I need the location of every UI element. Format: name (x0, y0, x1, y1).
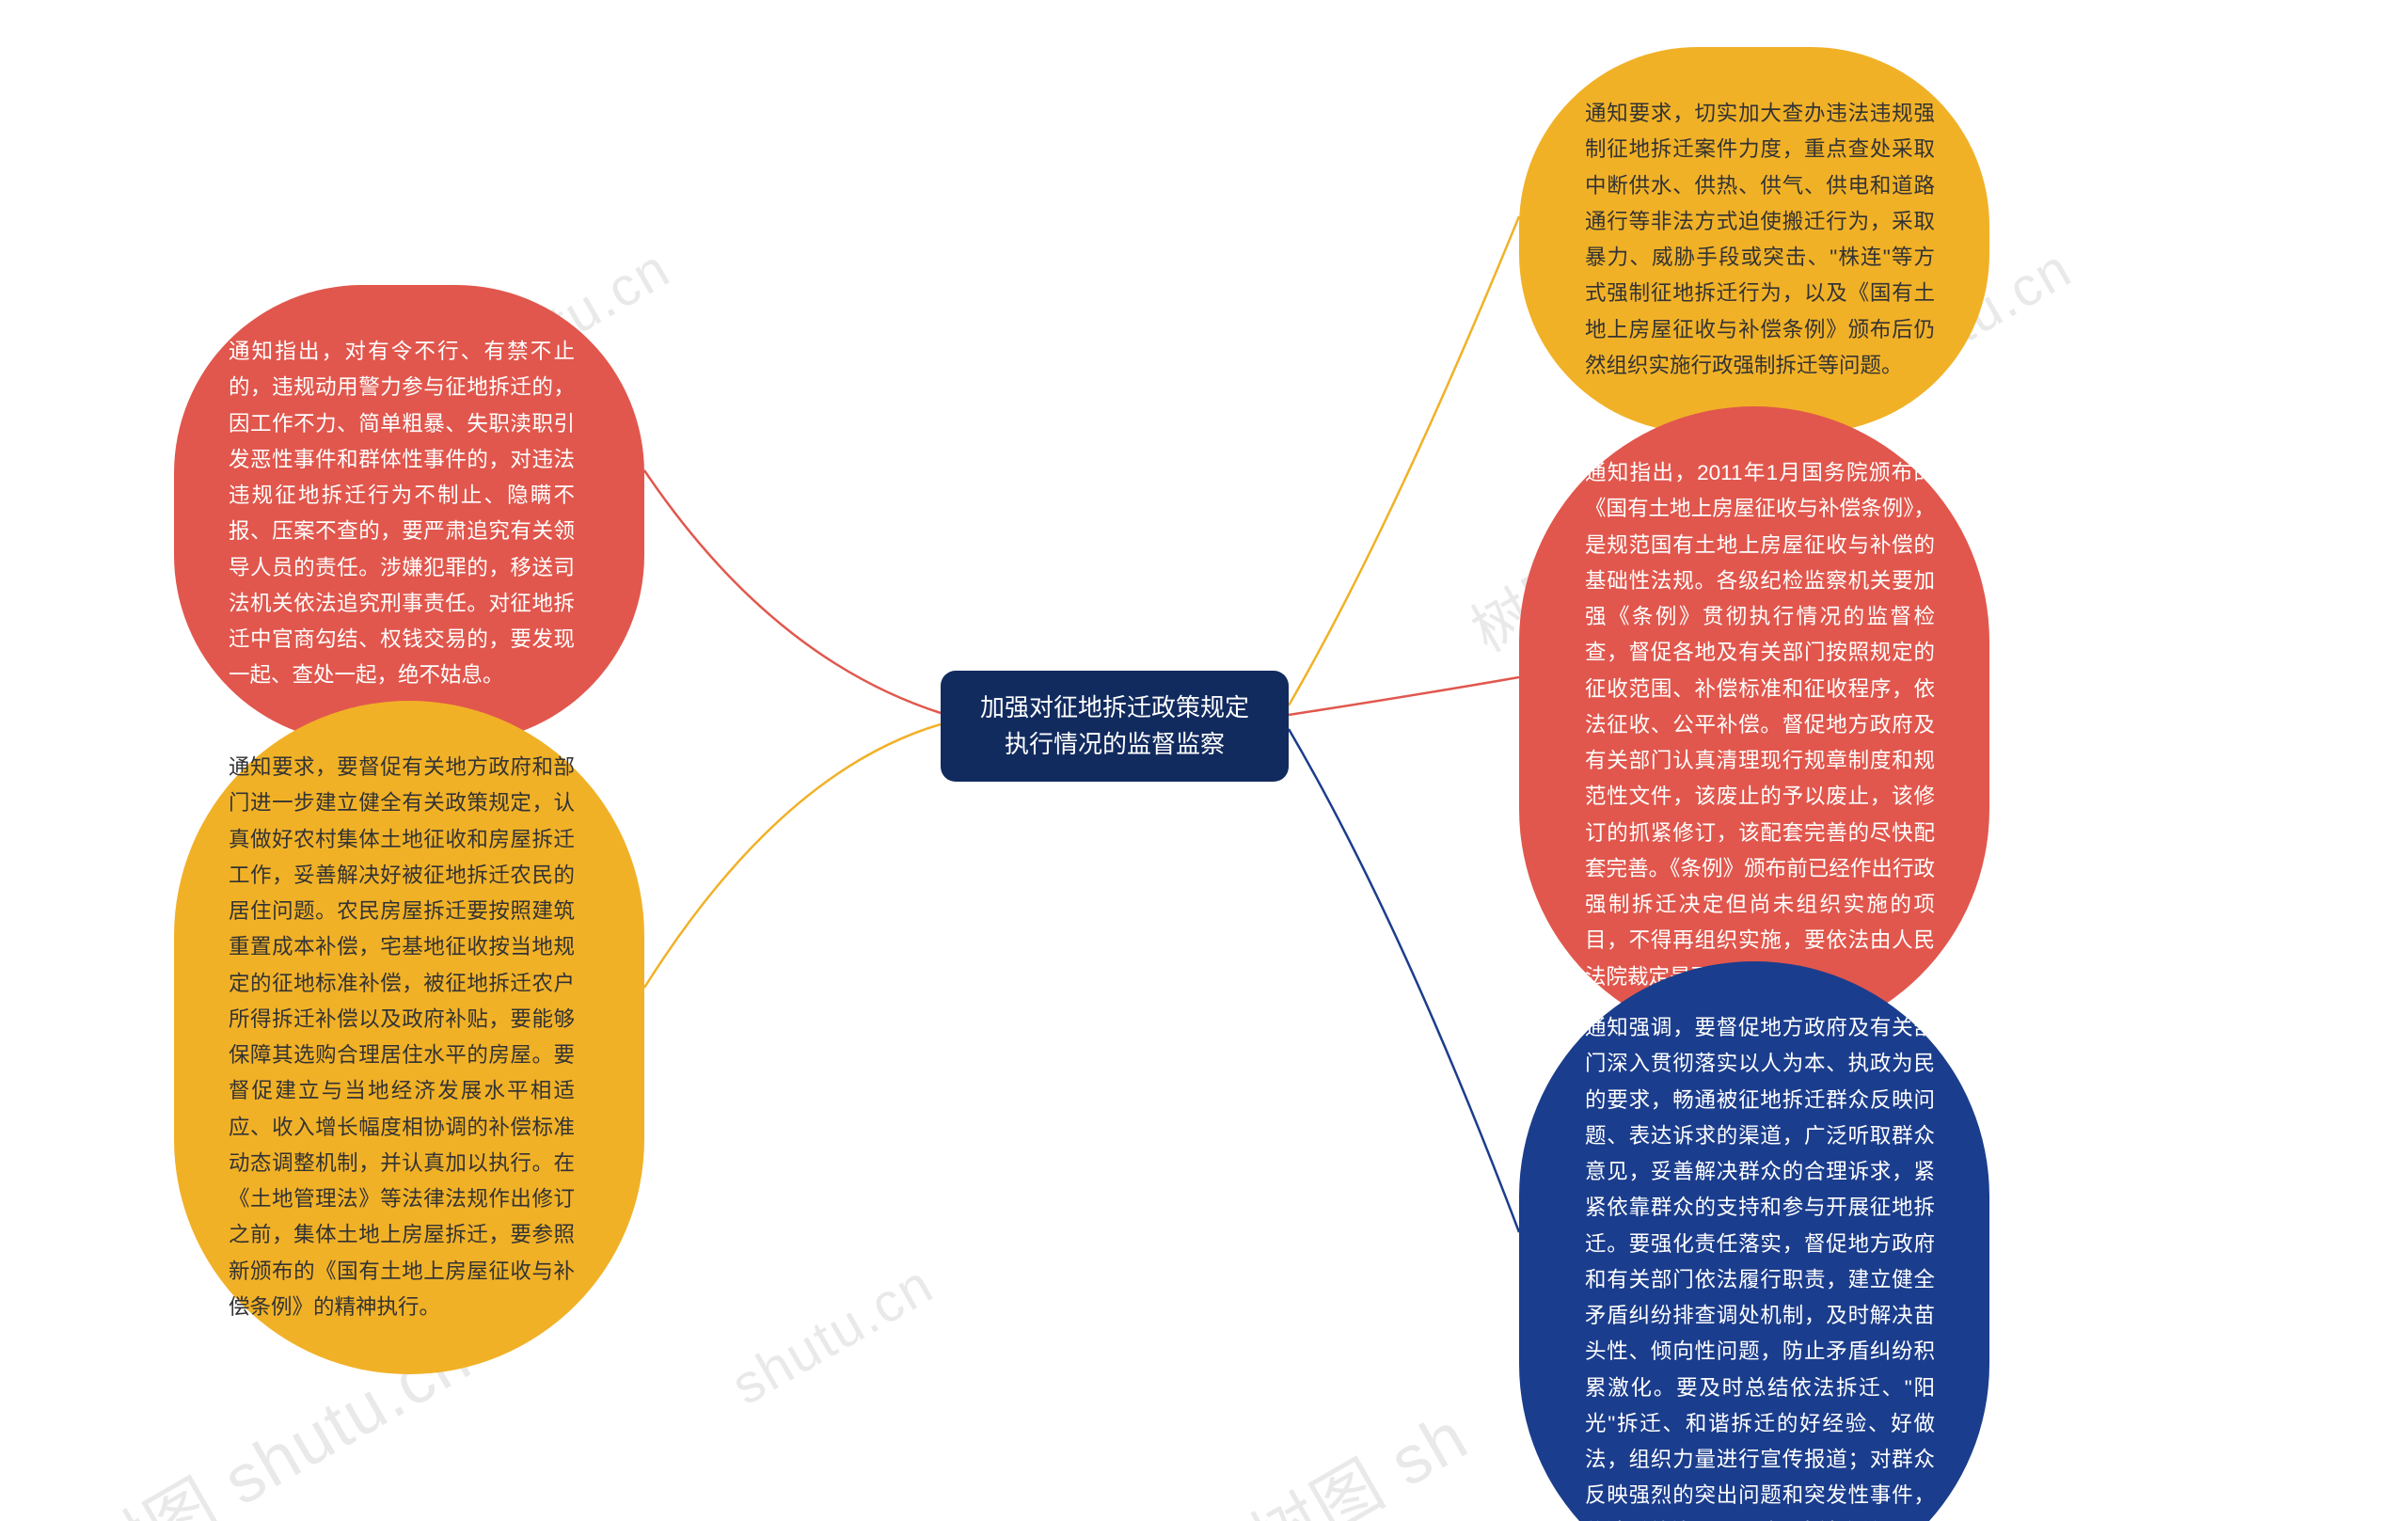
branch-text: 通知要求，切实加大查办违法违规强制征地拆迁案件力度，重点查处采取中断供水、供热、… (1585, 102, 1935, 377)
branch-node-left-bottom[interactable]: 通知要求，要督促有关地方政府和部门进一步建立健全有关政策规定，认真做好农村集体土… (174, 701, 644, 1374)
branch-text: 通知要求，要督促有关地方政府和部门进一步建立健全有关政策规定，认真做好农村集体土… (229, 755, 575, 1319)
connector-left-bottom (644, 724, 941, 988)
connector-right-1 (1289, 216, 1519, 705)
branch-text: 通知强调，要督促地方政府及有关部门深入贯彻落实以人为本、执政为民的要求，畅通被征… (1585, 1016, 1935, 1521)
branch-text: 通知指出，2011年1月国务院颁布的《国有土地上房屋征收与补偿条例》，是规范国有… (1585, 461, 1935, 989)
branch-node-right-2[interactable]: 通知指出，2011年1月国务院颁布的《国有土地上房屋征收与补偿条例》，是规范国有… (1519, 406, 1989, 1044)
connector-right-2 (1289, 677, 1519, 715)
connector-left-top (644, 470, 941, 713)
center-topic-label: 加强对征地拆迁政策规定执行情况的监督监察 (980, 689, 1249, 763)
watermark: shutu.cn (721, 1252, 944, 1418)
watermark: 树图 sh (1230, 1382, 1483, 1521)
center-topic-node[interactable]: 加强对征地拆迁政策规定执行情况的监督监察 (941, 671, 1289, 782)
mindmap-canvas: shutu.cn树图 shutu.cnshutu.cn树图shutu.cn树图 … (0, 0, 2408, 1521)
branch-node-right-3[interactable]: 通知强调，要督促地方政府及有关部门深入贯彻落实以人为本、执政为民的要求，畅通被征… (1519, 961, 1989, 1521)
connector-right-3 (1289, 729, 1519, 1232)
branch-text: 通知指出，对有令不行、有禁不止的，违规动用警力参与征地拆迁的，因工作不力、简单粗… (229, 340, 575, 687)
branch-node-left-top[interactable]: 通知指出，对有令不行、有禁不止的，违规动用警力参与征地拆迁的，因工作不力、简单粗… (174, 285, 644, 743)
branch-node-right-1[interactable]: 通知要求，切实加大查办违法违规强制征地拆迁案件力度，重点查处采取中断供水、供热、… (1519, 47, 1989, 433)
